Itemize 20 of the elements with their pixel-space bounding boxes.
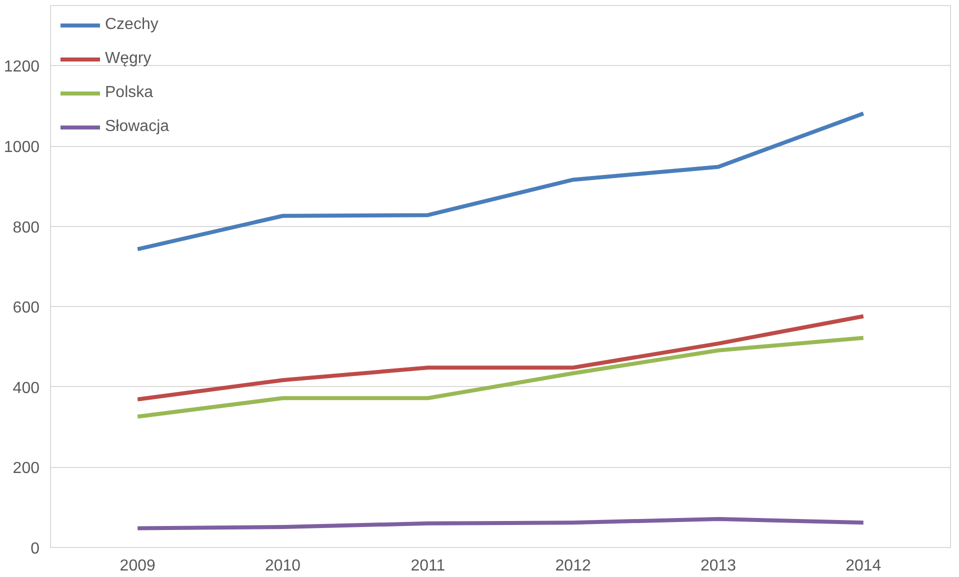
y-tick-label: 600 — [12, 300, 40, 317]
x-tick-label: 2014 — [846, 558, 882, 574]
legend-label: Polska — [105, 84, 154, 102]
x-tick-label: 2011 — [410, 558, 446, 574]
x-tick-label: 2012 — [555, 558, 591, 574]
legend-label: Węgry — [105, 50, 152, 68]
line-series — [136, 516, 866, 530]
legend-label: Czechy — [105, 16, 158, 34]
y-tick-label: 1200 — [4, 58, 40, 76]
y-tick-label: 200 — [12, 460, 40, 478]
x-tick-label: 2009 — [120, 558, 156, 574]
x-tick-label: 2010 — [264, 558, 301, 574]
y-tick-label: 0 — [30, 540, 40, 558]
y-tick-label: 800 — [12, 219, 40, 236]
y-tick-label: 400 — [12, 380, 40, 397]
y-tick-label: 1000 — [4, 139, 40, 156]
line-series — [136, 336, 866, 419]
legend-label: Słowacja — [105, 118, 170, 136]
line-series — [136, 314, 866, 402]
x-tick-label: 2013 — [700, 558, 736, 574]
